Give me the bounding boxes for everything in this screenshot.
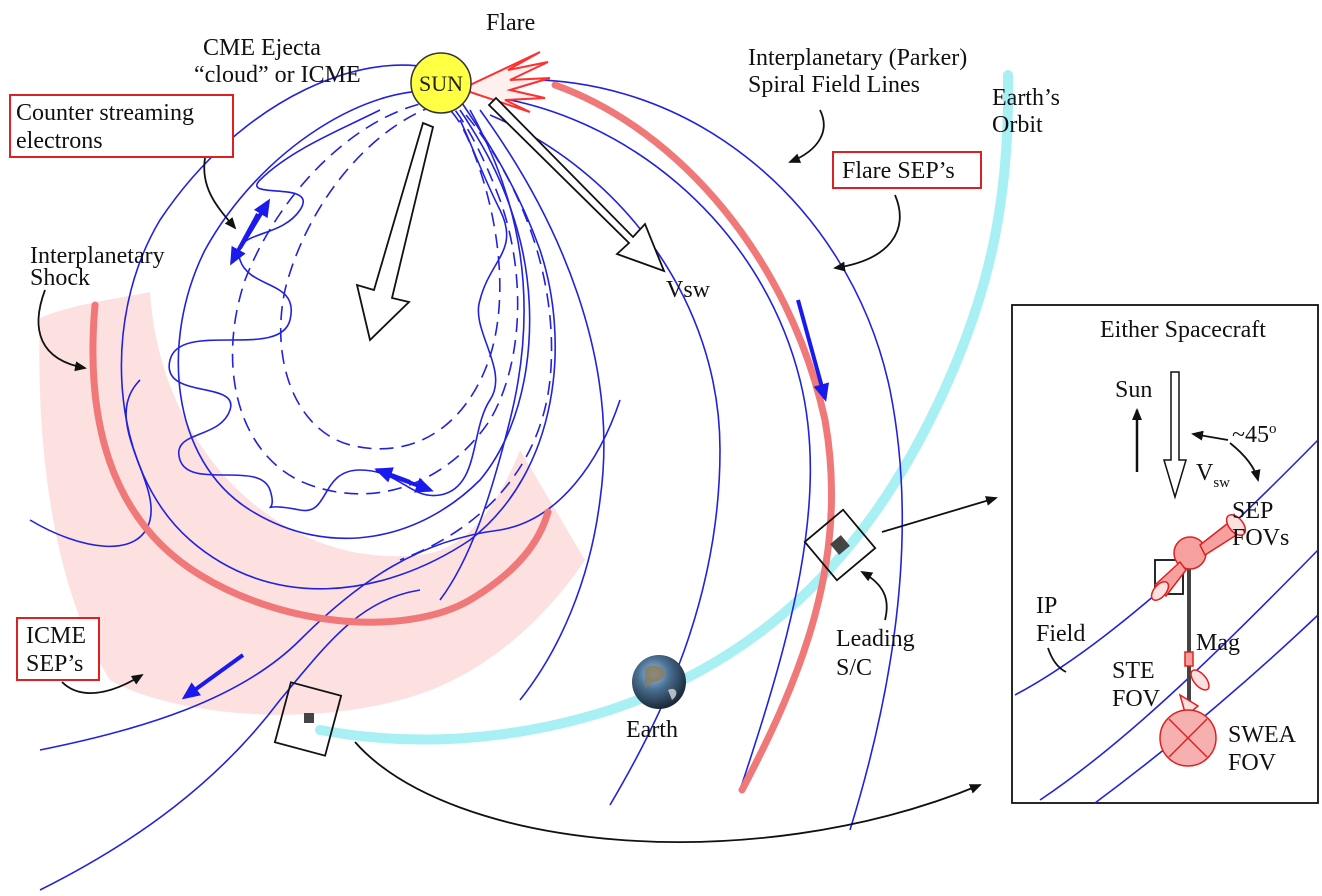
inset-ip-line1: IP	[1036, 593, 1057, 619]
shock-label-line1: Interplanetary	[30, 243, 165, 269]
counter-streaming-path	[168, 109, 508, 512]
flare-sep-band	[551, 81, 836, 794]
parker-label-line1: Interplanetary (Parker)	[748, 45, 967, 71]
inset-angle-label: ~45o	[1232, 421, 1276, 448]
electron-arrow-left	[374, 467, 411, 484]
counter-streaming-line1: Counter streaming	[16, 100, 194, 126]
sun-disk	[410, 52, 472, 114]
icme-dashed-loop-2	[279, 104, 501, 450]
inset-swea-line1: SWEA	[1228, 722, 1297, 748]
inset-vsw-arrow	[1162, 371, 1188, 500]
inset-vsw-label: Vsw	[1196, 460, 1230, 491]
sun-label: SUN	[419, 71, 463, 96]
orbit-label-line1: Earth’s	[992, 85, 1060, 111]
inset-ste-fov	[1190, 669, 1210, 691]
flare-burst	[469, 51, 551, 113]
parker-label-line2: Spiral Field Lines	[748, 72, 920, 98]
flare-sep-flow-arrow	[796, 299, 829, 402]
field-line-radial-2	[479, 109, 605, 701]
icme-seps-box	[16, 617, 100, 681]
flare-label: Flare	[486, 10, 535, 36]
inset-ip-pointer	[1047, 647, 1067, 673]
leading-spacecraft-icon	[803, 508, 877, 582]
icme-dashed-loop-3	[399, 114, 553, 561]
flare-seps-box	[832, 151, 982, 189]
flare-seps-label: Flare SEP’s	[842, 158, 955, 184]
inset-link-arrow	[881, 496, 998, 533]
inset-mag-label: Mag	[1196, 630, 1240, 656]
inset-sun-label: Sun	[1115, 377, 1152, 403]
leading-label-line2: S/C	[836, 655, 872, 681]
field-line-lower-1	[39, 399, 621, 751]
icme-sep-flow-arrow	[181, 653, 245, 700]
icme-seps-line1: ICME	[26, 623, 86, 649]
field-line-lower-3	[29, 379, 152, 548]
parker-line-1	[477, 94, 812, 791]
inset-sep-line2: FOVs	[1232, 525, 1289, 551]
pointer-shock	[37, 289, 87, 372]
inset-ip-field-2	[1039, 549, 1319, 801]
inset-angle-pointer	[1191, 430, 1229, 441]
inset-ste-line2: FOV	[1112, 686, 1161, 712]
leading-label-line1: Leading	[836, 626, 915, 652]
electron-arrow-down	[230, 213, 260, 266]
icme-seps-line2: SEP’s	[26, 651, 83, 677]
counter-streaming-line2: electrons	[16, 128, 103, 154]
trailing-spacecraft-icon	[273, 681, 343, 757]
inset-mag-sensor	[1184, 651, 1194, 667]
inset-ste-line1: STE	[1112, 658, 1155, 684]
icme-dashed-loop-1	[231, 99, 519, 495]
inset-swea-line2: FOV	[1228, 750, 1277, 776]
spacecraft-inset: Either Spacecraft Sun Vsw ~45o SEP FOVs …	[1011, 304, 1319, 804]
pointer-leading-sc	[860, 571, 888, 621]
orbit-label-line2: Orbit	[992, 112, 1043, 138]
counter-streaming-box	[9, 94, 234, 158]
inset-frame	[1011, 304, 1319, 804]
inset-title: Either Spacecraft	[1100, 317, 1266, 343]
inset-sep-fov-lower-cap	[1150, 580, 1170, 602]
inset-angle-arc	[1229, 442, 1261, 482]
earth-label: Earth	[626, 717, 678, 743]
inset-sep-fov-upper-cap	[1225, 514, 1247, 536]
pointer-counter-streaming	[203, 157, 237, 230]
inset-ip-line2: Field	[1036, 621, 1085, 647]
pointer-icme-seps	[61, 673, 144, 694]
field-line-lower-2	[39, 589, 421, 891]
cme-label-line1: CME Ejecta	[203, 35, 321, 61]
icme-mid-loop	[177, 89, 531, 540]
parker-line-2	[484, 78, 903, 831]
vsw-arrow	[487, 96, 666, 273]
pointer-flare-seps	[833, 194, 901, 272]
inset-swea-cross	[1168, 718, 1208, 758]
inset-ip-field-3	[1094, 614, 1319, 804]
earth-icon	[632, 655, 686, 709]
earth-orbit	[315, 70, 1014, 745]
pointer-parker	[788, 109, 825, 163]
inset-link-curve	[354, 741, 982, 843]
cme-label-line2: “cloud” or ICME	[194, 62, 361, 88]
icme-sep-band	[89, 301, 552, 626]
inset-sep-line1: SEP	[1232, 498, 1273, 524]
cme-direction-arrow	[355, 121, 435, 342]
shock-label-line2: Shock	[30, 265, 90, 291]
vsw-label: Vsw	[666, 277, 711, 303]
field-line-radial-1	[439, 109, 525, 601]
